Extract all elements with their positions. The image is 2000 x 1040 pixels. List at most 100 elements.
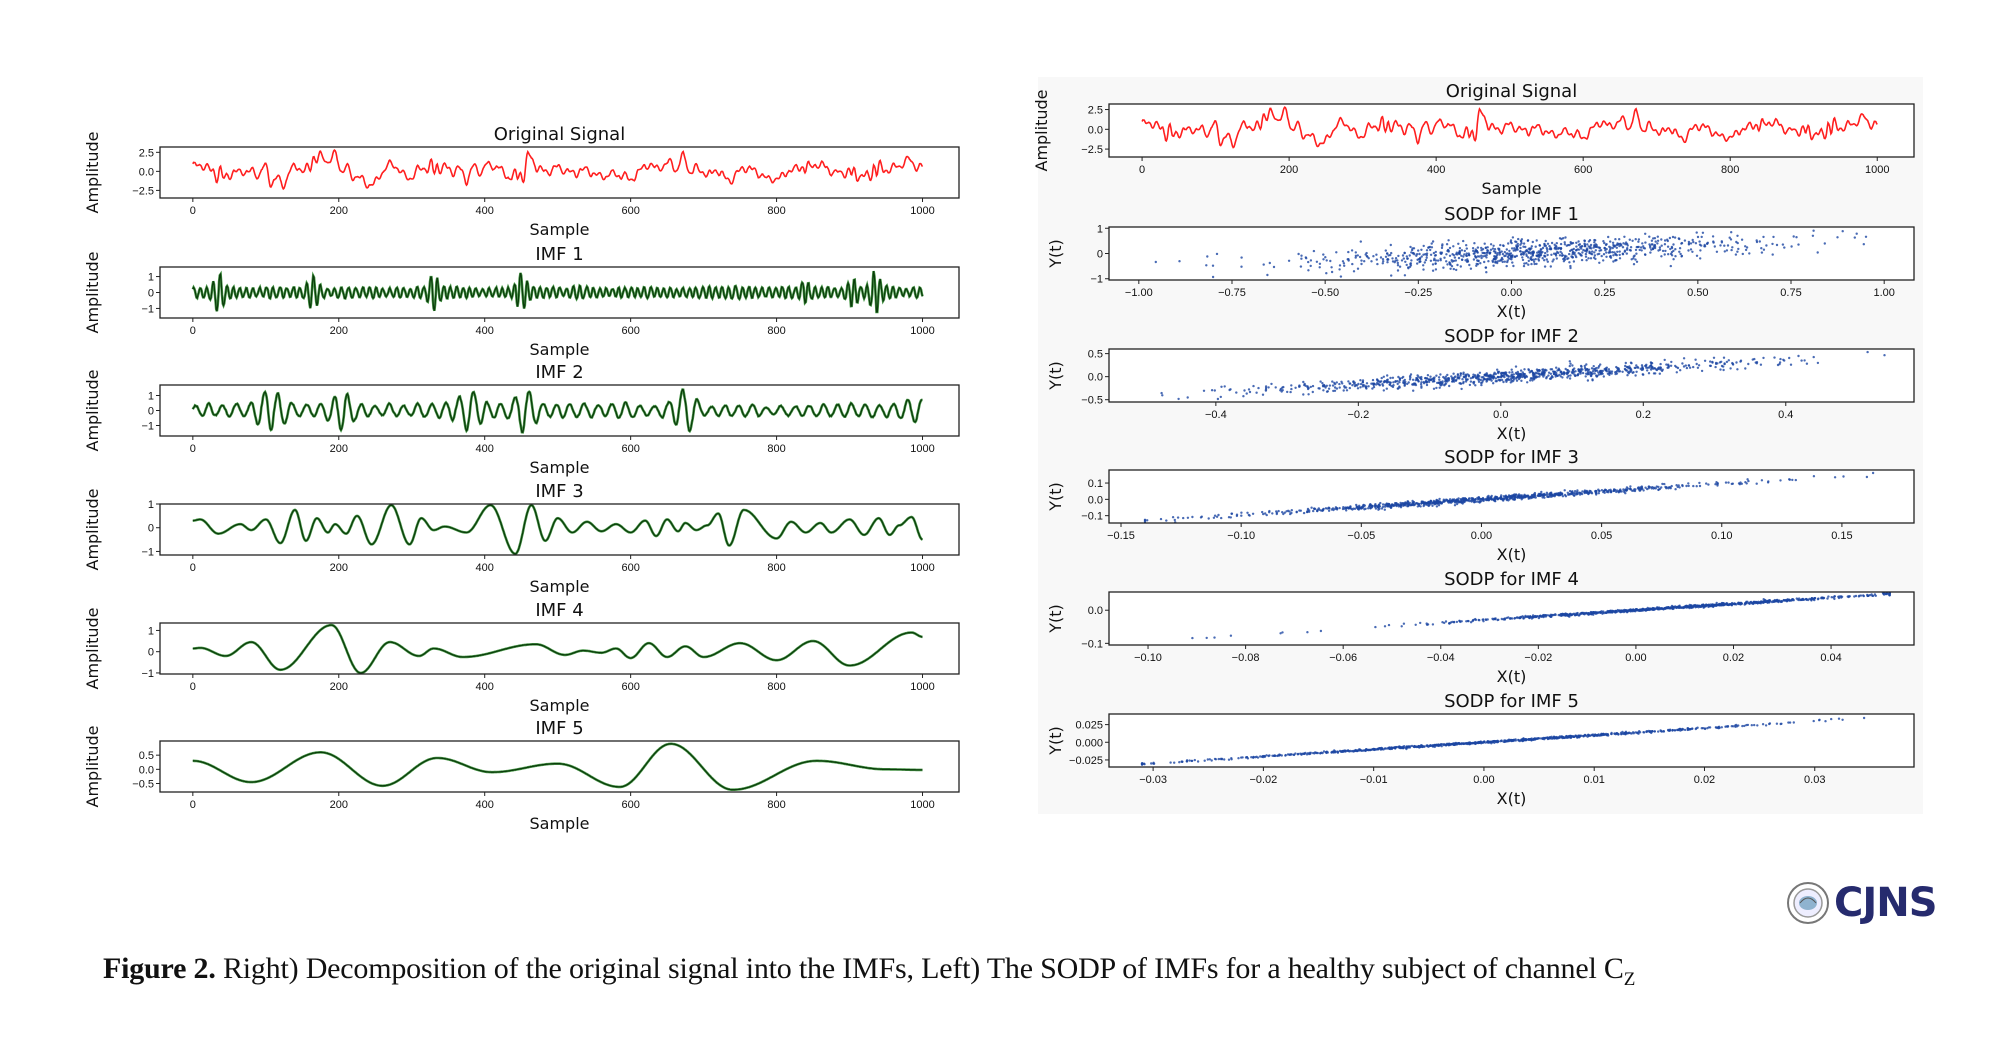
scatter-point	[1434, 254, 1438, 257]
scatter-point	[1418, 504, 1421, 507]
scatter-point	[1307, 269, 1310, 272]
scatter-point	[1476, 255, 1480, 258]
scatter-point	[1446, 248, 1450, 252]
scatter-point	[1405, 263, 1408, 267]
scatter-point	[1593, 241, 1596, 244]
scatter-point	[1281, 389, 1284, 392]
scatter-point	[1379, 256, 1383, 259]
scatter-point	[1492, 382, 1495, 385]
x-tick-label: 200	[330, 443, 348, 455]
y-axis-label: Amplitude	[83, 489, 102, 571]
scatter-point	[1745, 246, 1749, 249]
scatter-point	[1615, 254, 1619, 257]
scatter-point	[1576, 373, 1580, 377]
scatter-point	[1330, 751, 1333, 754]
scatter-point	[1500, 494, 1503, 497]
scatter-point	[1568, 492, 1572, 496]
scatter-point	[1663, 239, 1667, 242]
scatter-point	[1354, 254, 1358, 257]
scatter-point	[1513, 496, 1517, 499]
scatter-point	[1310, 506, 1313, 509]
scatter-point	[1714, 365, 1717, 369]
scatter-point	[1460, 620, 1463, 623]
scatter-point	[1716, 484, 1719, 487]
scatter-point	[1619, 243, 1623, 246]
scatter-point	[1511, 371, 1514, 374]
scatter-point	[1277, 754, 1280, 757]
scatter-point	[1396, 380, 1399, 383]
scatter-point	[1651, 243, 1654, 246]
scatter-point	[1624, 361, 1628, 365]
scatter-point	[1574, 492, 1577, 495]
scatter-point	[1325, 259, 1328, 262]
scatter-point	[1571, 368, 1575, 371]
y-axis-label: Y(t)	[1046, 361, 1065, 391]
scatter-point	[1629, 361, 1633, 364]
scatter-point	[1325, 751, 1328, 755]
scatter-point	[1255, 391, 1258, 394]
scatter-point	[1543, 265, 1547, 268]
scatter-point	[1672, 258, 1675, 261]
scatter-point	[1497, 370, 1501, 373]
scatter-point	[1590, 733, 1593, 737]
y-tick-label: 0	[148, 523, 154, 535]
scatter-point	[1348, 382, 1351, 385]
scatter-point	[1358, 505, 1361, 509]
y-tick-label: −1	[141, 668, 154, 680]
scatter-point	[1352, 270, 1356, 273]
scatter-point	[1383, 503, 1387, 506]
scatter-point	[1642, 489, 1645, 492]
scatter-point	[1508, 498, 1511, 501]
scatter-point	[1473, 501, 1476, 504]
scatter-point	[1513, 493, 1516, 496]
y-tick-label: 0.0	[139, 166, 154, 178]
scatter-point	[1437, 744, 1440, 748]
x-axis-label: X(t)	[1497, 302, 1527, 321]
scatter-point	[1262, 512, 1265, 516]
scatter-point	[1610, 372, 1613, 375]
scatter-point	[1286, 390, 1289, 394]
scatter-point	[1615, 610, 1618, 614]
scatter-point	[1412, 251, 1415, 255]
y-tick-label: 1	[148, 625, 154, 637]
scatter-point	[1572, 247, 1576, 251]
scatter-point	[1353, 384, 1357, 388]
scatter-point	[1492, 264, 1495, 267]
scatter-point	[1745, 723, 1748, 727]
scatter-point	[1524, 739, 1528, 742]
scatter-point	[1536, 615, 1539, 618]
scatter-point	[1549, 372, 1553, 375]
scatter-point	[1440, 246, 1444, 250]
scatter-point	[1321, 382, 1324, 385]
scatter-point	[1498, 251, 1501, 254]
scatter-point	[1484, 266, 1488, 269]
scatter-point	[1206, 255, 1209, 258]
scatter-point	[1864, 235, 1868, 238]
scatter-point	[1631, 731, 1635, 734]
scatter-point	[1429, 375, 1432, 378]
scatter-point	[1394, 259, 1397, 262]
scatter-point	[1775, 722, 1779, 725]
scatter-point	[1386, 261, 1389, 264]
scatter-point	[1677, 484, 1680, 487]
scatter-point	[1438, 378, 1441, 381]
scatter-point	[1678, 250, 1681, 253]
scatter-point	[1812, 475, 1816, 478]
scatter-point	[1468, 383, 1472, 387]
scatter-point	[1520, 494, 1524, 497]
scatter-point	[1507, 739, 1511, 743]
scatter-point	[1503, 497, 1506, 501]
scatter-point	[1792, 235, 1795, 238]
scatter-point	[1641, 368, 1645, 371]
scatter-point	[1558, 237, 1562, 240]
scatter-point	[1444, 382, 1448, 385]
scatter-point	[1765, 244, 1768, 247]
scatter-point	[1823, 242, 1827, 245]
scatter-point	[1426, 374, 1430, 377]
scatter-point	[1696, 366, 1700, 369]
scatter-point	[1723, 244, 1726, 247]
scatter-point	[1632, 263, 1636, 266]
scatter-point	[1657, 485, 1660, 489]
scatter-point	[1372, 747, 1375, 751]
scatter-point	[1477, 618, 1480, 622]
